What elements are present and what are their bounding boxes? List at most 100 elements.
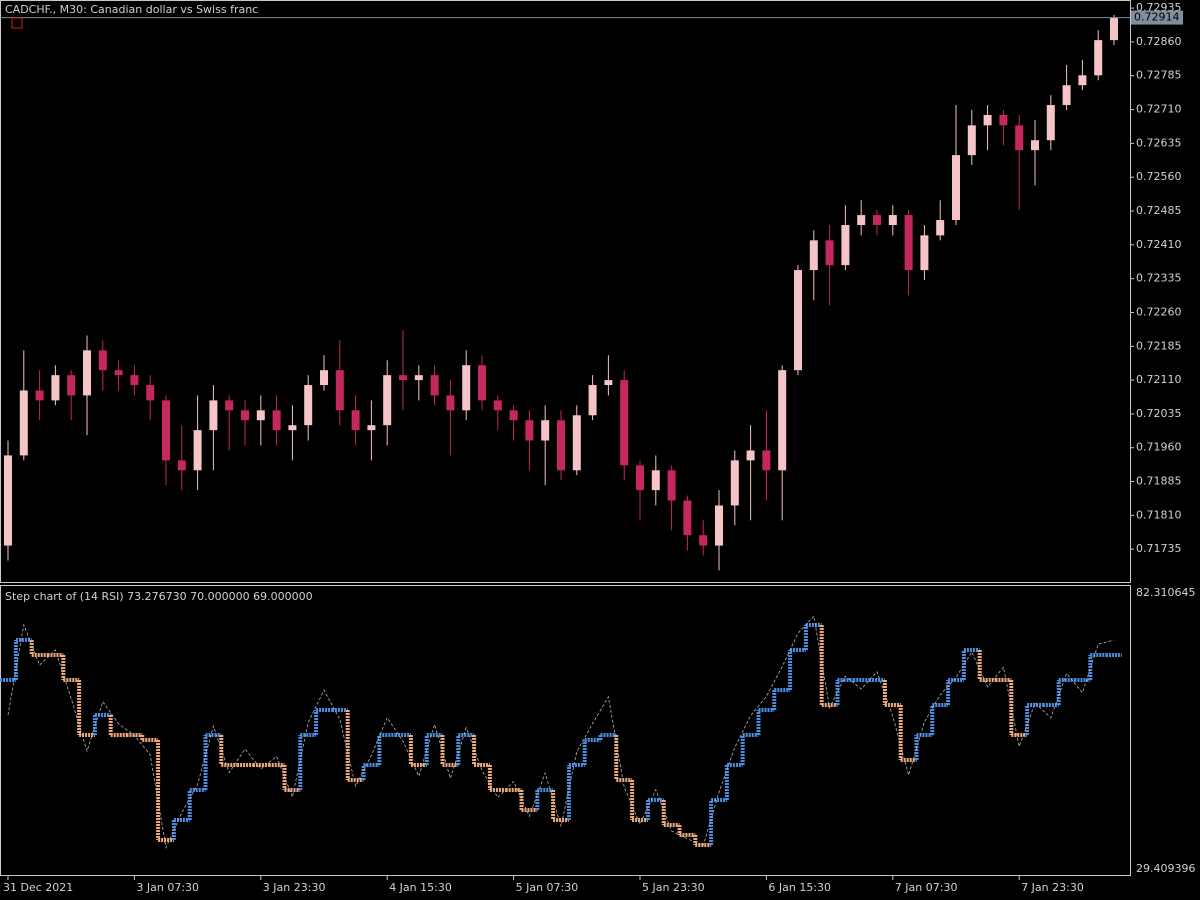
x-tick-label: 5 Jan 07:30: [516, 881, 579, 894]
candle-body: [920, 235, 929, 271]
candle-body: [557, 420, 565, 471]
candle-body: [1078, 75, 1087, 86]
x-tick-label: 3 Jan 07:30: [136, 881, 199, 894]
candle-body: [636, 465, 644, 491]
y-tick-label: 0.71735: [1136, 542, 1182, 555]
y-limit-label: 82.310645: [1136, 586, 1196, 599]
candle-body: [841, 224, 850, 266]
candle-body: [715, 505, 723, 546]
candle-body: [304, 385, 313, 426]
y-tick-label: 0.72860: [1136, 35, 1182, 48]
candle-body: [4, 455, 12, 546]
candle-body: [762, 450, 771, 471]
candle-body: [98, 350, 107, 371]
candle-body: [351, 410, 360, 431]
candle-body: [146, 385, 155, 401]
candle-body: [35, 390, 44, 401]
candle-body: [825, 240, 834, 266]
candle-body: [620, 380, 629, 466]
y-tick-label: 0.72785: [1136, 69, 1182, 82]
candle-body: [936, 220, 945, 236]
y-limit-label: 29.409396: [1136, 862, 1196, 875]
candle-body: [83, 350, 91, 396]
candle-body: [604, 380, 613, 386]
candle-body: [256, 410, 265, 421]
candle-body: [1062, 85, 1071, 106]
rsi-panel-frame: [0, 585, 1131, 876]
candle-body: [462, 365, 471, 411]
candle-body: [288, 425, 297, 431]
candle-body: [888, 215, 897, 225]
y-tick-label: 0.72410: [1136, 238, 1182, 251]
rsi-line: [7, 615, 1115, 850]
y-tick-label: 0.72710: [1136, 103, 1182, 116]
last-price-box: [1131, 10, 1183, 25]
candle-body: [114, 370, 123, 376]
y-tick-label: 0.72110: [1136, 373, 1182, 386]
candle-body: [335, 370, 344, 411]
y-tick-label: 0.72260: [1136, 305, 1182, 318]
candle-body: [225, 400, 234, 411]
candle-body: [130, 375, 139, 386]
candle-body: [367, 425, 376, 431]
indicator-title: Step chart of (14 RSI) 73.276730 70.0000…: [5, 590, 313, 603]
axes: 0.729350.728600.727850.727100.726350.725…: [3, 1, 1196, 894]
x-tick-label: 3 Jan 23:30: [263, 881, 326, 894]
candle-body: [51, 375, 60, 401]
x-tick-label: 6 Jan 15:30: [768, 881, 831, 894]
candle-body: [67, 375, 76, 396]
y-tick-label: 0.72035: [1136, 407, 1182, 420]
candle-body: [588, 385, 597, 416]
candle-body: [1015, 125, 1024, 151]
candle-body: [446, 395, 455, 411]
candle-body: [383, 375, 392, 426]
candle-body: [177, 460, 186, 471]
y-tick-label: 0.72335: [1136, 272, 1182, 285]
candle-body: [952, 155, 960, 221]
candle-body: [19, 390, 28, 456]
candle-body: [651, 470, 660, 491]
y-tick-label: 0.71960: [1136, 441, 1182, 454]
candle-body: [1046, 105, 1055, 141]
candle-body: [162, 400, 170, 461]
candle-body: [541, 420, 550, 441]
candle-body: [873, 215, 881, 225]
candle-body: [794, 270, 802, 371]
candle-body: [209, 400, 218, 431]
rsi-panel: [0, 615, 1122, 850]
candle-body: [683, 500, 692, 536]
candle-body: [746, 450, 755, 461]
y-tick-label: 0.72560: [1136, 170, 1182, 183]
y-tick-label: 0.72635: [1136, 136, 1182, 149]
candle-body: [272, 410, 281, 431]
candle-body: [430, 375, 439, 396]
last-price-label: 0.72914: [1134, 11, 1180, 24]
candle-body: [1094, 40, 1103, 76]
x-tick-label: 31 Dec 2021: [3, 881, 73, 894]
y-tick-label: 0.72485: [1136, 204, 1182, 217]
y-tick-label: 0.71810: [1136, 508, 1182, 521]
candle-body: [478, 365, 486, 401]
candle-body: [493, 400, 502, 411]
x-tick-label: 4 Jan 15:30: [389, 881, 452, 894]
one-click-trading-icon[interactable]: [11, 17, 23, 29]
candle-body: [525, 420, 534, 441]
price-panel: [0, 14, 1130, 571]
candle-body: [904, 215, 913, 271]
x-tick-label: 5 Jan 23:30: [642, 881, 705, 894]
candle-body: [1110, 17, 1118, 41]
candle-body: [1031, 140, 1039, 151]
candle-body: [667, 470, 676, 501]
candle-body: [778, 370, 787, 471]
candle-body: [509, 410, 518, 421]
y-tick-label: 0.72185: [1136, 339, 1182, 352]
chart-title: CADCHF., M30: Canadian dollar vs Swiss f…: [5, 3, 258, 16]
candle-body: [241, 410, 249, 421]
candle-body: [699, 535, 708, 546]
candle-body: [193, 430, 202, 471]
candle-body: [983, 114, 992, 126]
candle-body: [572, 415, 581, 471]
candle-body: [999, 114, 1008, 126]
